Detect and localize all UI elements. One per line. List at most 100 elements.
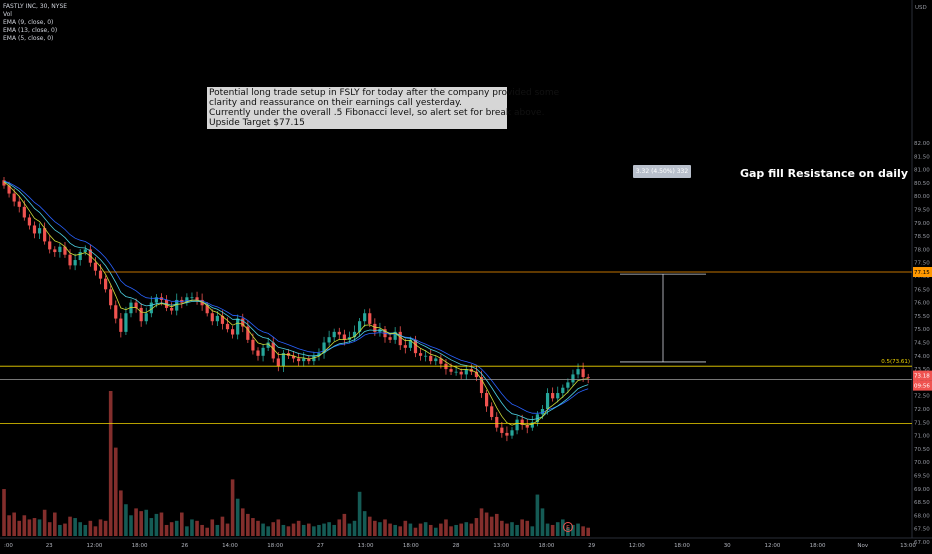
time-tick-label: 13:00: [900, 543, 916, 549]
volume-bar: [352, 520, 357, 536]
candle-body: [566, 382, 570, 388]
candle-body: [251, 339, 255, 351]
symbol-label: FASTLY INC, 30, NYSE: [3, 3, 68, 10]
volume-bar: [215, 524, 220, 536]
volume-bar: [174, 520, 179, 536]
volume-bar: [484, 512, 489, 536]
time-tick-label: 18:00: [810, 543, 826, 549]
candle-body: [525, 424, 529, 428]
candle-body: [429, 355, 433, 362]
candle-body: [63, 246, 67, 255]
candle-body: [337, 331, 341, 335]
volume-bar: [383, 519, 387, 536]
candle-body: [571, 374, 575, 383]
ema-13-label[interactable]: EMA (13, close, 0): [3, 27, 58, 34]
candle-body: [17, 201, 21, 207]
price-tick-label: 68.50: [914, 500, 930, 506]
price-tick-label: 69.00: [914, 487, 930, 493]
price-axis-unit: USD: [915, 5, 927, 11]
volume-bar: [373, 520, 377, 536]
candle-body: [276, 358, 280, 367]
price-tick-label: 74.00: [914, 354, 930, 360]
volume-bar: [164, 524, 169, 536]
volume-bar: [439, 523, 443, 536]
volume-bar: [423, 522, 428, 536]
volume-bar: [367, 516, 372, 536]
volume-bar: [388, 523, 392, 536]
volume-bar: [154, 513, 159, 536]
time-tick-label: 26: [181, 543, 188, 549]
volume-bar: [169, 522, 174, 536]
candle-body: [236, 318, 240, 335]
price-tick-label: 69.50: [914, 474, 930, 480]
candle-body: [540, 409, 545, 415]
ema-5-label[interactable]: EMA (5, close, 0): [3, 35, 54, 42]
candle-body: [302, 358, 306, 362]
candle-body: [459, 371, 463, 375]
volume-bar: [510, 522, 514, 536]
candle-body: [291, 355, 296, 359]
volume-bar: [134, 508, 138, 536]
volume-bar: [555, 522, 560, 536]
volume-bar: [322, 523, 326, 536]
candle-body: [307, 358, 311, 362]
volume-bar: [454, 524, 458, 536]
candle-body: [48, 241, 52, 250]
volume-bar: [459, 523, 463, 536]
volume-bar: [2, 489, 6, 536]
candle-body: [73, 260, 77, 266]
price-tick-label: 75.50: [914, 314, 930, 320]
volume-bar: [449, 526, 453, 536]
volume-bar: [180, 512, 184, 536]
volume-bar: [53, 512, 57, 536]
time-tick-label: 18:00: [132, 543, 148, 549]
price-tick-label: 82.00: [914, 141, 930, 147]
candle-body: [190, 297, 194, 299]
volume-bar: [398, 526, 403, 536]
volume-bar: [434, 527, 438, 536]
candle-body: [500, 427, 504, 433]
volume-bar: [312, 526, 316, 536]
candle-body: [332, 331, 336, 338]
volume-bar: [494, 513, 499, 536]
candle-body: [510, 430, 514, 436]
candle-body: [530, 422, 534, 428]
volume-bar: [149, 518, 154, 536]
price-tick-label: 78.00: [914, 247, 930, 253]
candle-body: [185, 297, 189, 303]
volume-bar: [83, 524, 88, 536]
candle-body: [373, 323, 377, 332]
volume-bar: [93, 526, 98, 536]
price-tick-label: 73.50: [914, 367, 930, 373]
price-tick-label: 76.50: [914, 287, 930, 293]
candle-body: [281, 353, 285, 367]
chart-legend: FASTLY INC, 30, NYSE Vol EMA (9, close, …: [3, 3, 67, 43]
candle-body: [78, 252, 82, 261]
volume-bar: [88, 520, 93, 536]
volume-bar: [291, 523, 296, 536]
volume-indicator-label[interactable]: Vol: [3, 11, 12, 18]
price-tag-text: 73.18: [914, 374, 930, 380]
ema-13-line: [3, 180, 589, 414]
volume-bar: [525, 520, 530, 536]
volume-bar: [251, 518, 255, 536]
time-tick-label: 23: [46, 543, 53, 549]
trade-note[interactable]: Potential long trade setup in FSLY for t…: [207, 87, 559, 129]
volume-bar: [337, 519, 342, 536]
candle-body: [139, 307, 143, 322]
volume-bar: [479, 508, 484, 536]
volume-bar: [327, 522, 331, 536]
time-tick-label: 18:00: [538, 543, 554, 549]
candle-body: [134, 302, 138, 308]
candle-body: [170, 307, 174, 311]
ema-9-label[interactable]: EMA (9, close, 0): [3, 19, 54, 26]
volume-bar: [515, 524, 519, 536]
volume-bar: [185, 526, 189, 536]
volume-bar: [489, 516, 494, 536]
volume-bar: [505, 523, 509, 536]
candle-body: [83, 249, 87, 253]
candle-body: [434, 358, 438, 362]
candle-body: [256, 350, 260, 356]
